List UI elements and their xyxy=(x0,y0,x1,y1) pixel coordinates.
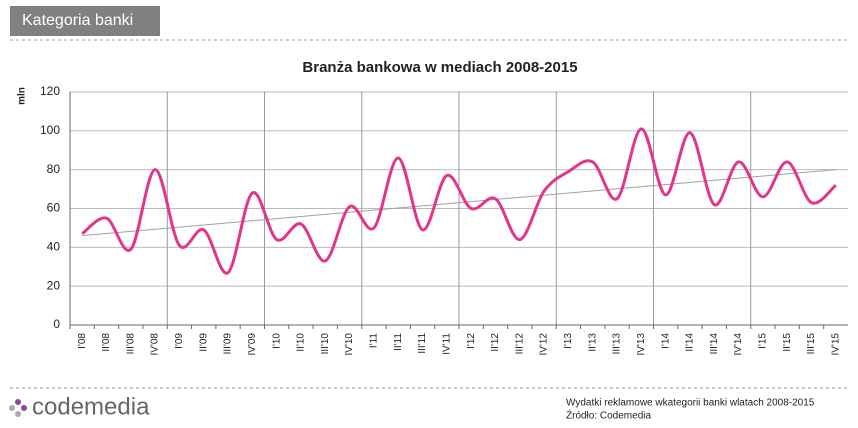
x-tick-label: IV'11 xyxy=(441,333,452,355)
x-tick-label: I'08 xyxy=(77,333,88,349)
x-tick-label: IV'13 xyxy=(636,333,647,356)
x-tick-label: II'10 xyxy=(296,333,307,352)
header-title: Kategoria banki xyxy=(22,12,133,29)
x-tick-label: I'10 xyxy=(271,333,282,349)
logo: codemedia xyxy=(32,393,150,420)
x-tick-label: IV'12 xyxy=(539,333,550,356)
x-tick-label: II'14 xyxy=(685,333,696,352)
x-tick-label: III'15 xyxy=(806,333,817,355)
footer-source: Źródło: Codemedia xyxy=(566,409,651,422)
y-tick-label: 100 xyxy=(40,123,60,137)
x-tick-label: IV'09 xyxy=(247,333,258,356)
x-tick-label: III'09 xyxy=(223,333,234,355)
x-tick-label: I'11 xyxy=(369,333,380,349)
x-tick-label: IV'15 xyxy=(830,333,841,356)
x-tick-label: II'11 xyxy=(393,333,404,351)
x-tick-label: I'14 xyxy=(660,333,671,349)
y-tick-label: 120 xyxy=(40,84,60,98)
x-tick-label: I'15 xyxy=(758,333,769,349)
x-tick-label: I'12 xyxy=(466,333,477,349)
y-tick-label: 0 xyxy=(53,317,60,331)
x-tick-label: III'13 xyxy=(612,333,623,355)
trendline xyxy=(82,169,836,237)
y-tick-label: 40 xyxy=(47,240,61,254)
x-tick-label: II'12 xyxy=(490,333,501,352)
x-tick-label: IV'14 xyxy=(733,333,744,356)
y-tick-label: 60 xyxy=(47,201,61,215)
x-tick-label: II'13 xyxy=(587,333,598,352)
y-tick-label: 20 xyxy=(47,278,61,292)
x-tick-label: IV'08 xyxy=(150,333,161,356)
y-axis-label: mln xyxy=(17,87,28,105)
header-box xyxy=(10,6,160,36)
x-tick-label: III'11 xyxy=(417,333,428,354)
x-tick-label: III'14 xyxy=(709,333,720,355)
x-tick-label: I'09 xyxy=(174,333,185,349)
x-tick-label: II'15 xyxy=(782,333,793,352)
x-tick-label: II'08 xyxy=(101,333,112,352)
x-tick-label: II'09 xyxy=(198,333,209,352)
logo-icon xyxy=(9,399,27,417)
x-tick-label: III'08 xyxy=(125,333,136,355)
series-line xyxy=(81,127,837,275)
x-tick-label: IV'10 xyxy=(344,333,355,356)
x-tick-label: III'10 xyxy=(320,333,331,355)
x-tick-label: I'13 xyxy=(563,333,574,349)
chart-title: Branża bankowa w mediach 2008-2015 xyxy=(302,59,577,76)
footer-note: Wydatki reklamowe wkategorii banki wlata… xyxy=(566,398,815,409)
y-tick-label: 80 xyxy=(47,162,61,176)
x-tick-label: III'12 xyxy=(514,333,525,355)
